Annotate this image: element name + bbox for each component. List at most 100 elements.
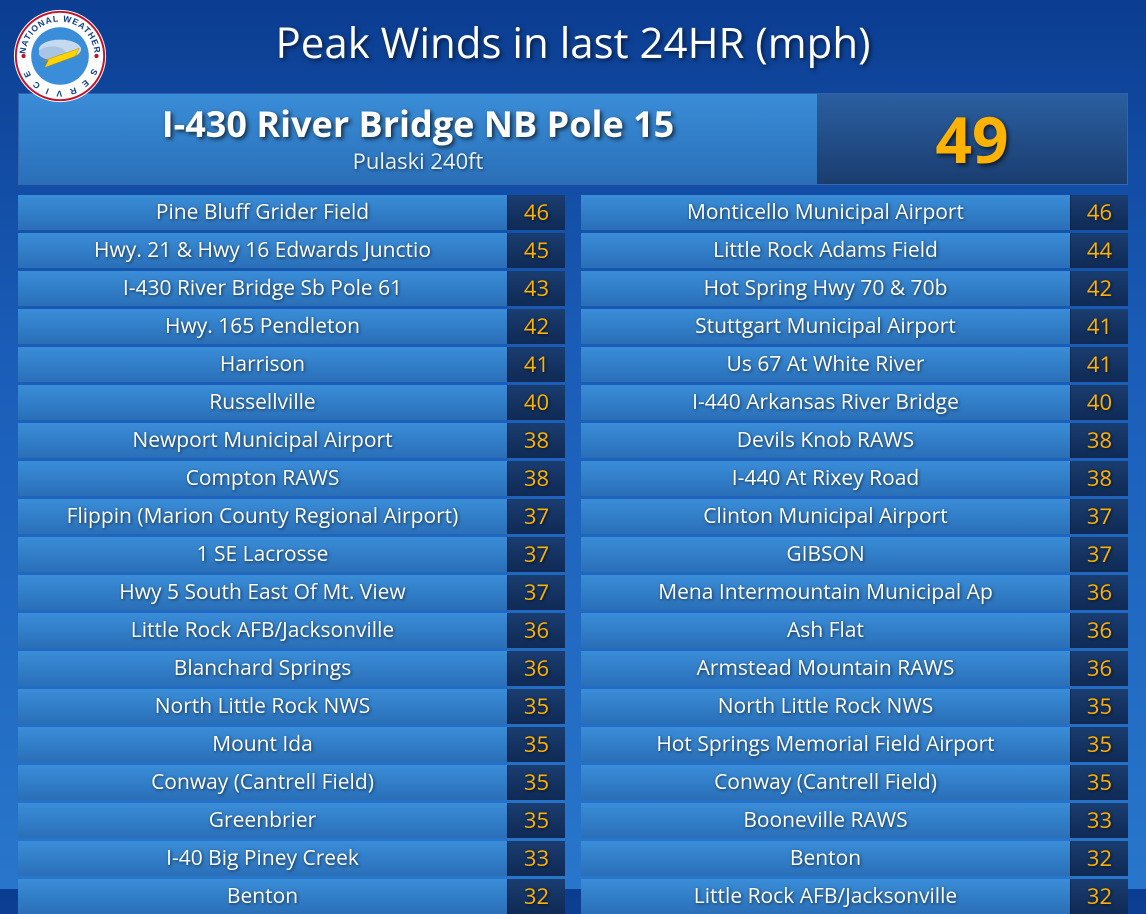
station-name: Mount Ida [18,727,507,762]
table-row: Conway (Cantrell Field)35 [581,765,1128,800]
station-value: 44 [1070,233,1128,268]
station-name: Booneville RAWS [581,803,1070,838]
table-row: Russellville40 [18,385,565,420]
table-row: Benton32 [18,879,565,914]
hero-location: I-430 River Bridge NB Pole 15 Pulaski 24… [19,94,817,184]
table-row: North Little Rock NWS35 [18,689,565,724]
table-row: Clinton Municipal Airport37 [581,499,1128,534]
station-name: Little Rock Adams Field [581,233,1070,268]
table-row: Armstead Mountain RAWS36 [581,651,1128,686]
data-columns: Pine Bluff Grider Field46Hwy. 21 & Hwy 1… [0,195,1146,914]
table-row: Hwy. 21 & Hwy 16 Edwards Junctio45 [18,233,565,268]
station-name: I-430 River Bridge Sb Pole 61 [18,271,507,306]
station-value: 32 [507,879,565,914]
station-name: Hwy. 165 Pendleton [18,309,507,344]
table-row: 1 SE Lacrosse37 [18,537,565,572]
table-row: Mount Ida35 [18,727,565,762]
station-name: Greenbrier [18,803,507,838]
station-value: 41 [1070,347,1128,382]
hero-location-name: I-430 River Bridge NB Pole 15 [31,104,805,144]
table-row: Little Rock Adams Field44 [581,233,1128,268]
table-row: North Little Rock NWS35 [581,689,1128,724]
station-value: 35 [1070,765,1128,800]
table-row: Hot Springs Memorial Field Airport35 [581,727,1128,762]
table-row: Hwy. 165 Pendleton42 [18,309,565,344]
station-value: 37 [507,499,565,534]
station-name: Compton RAWS [18,461,507,496]
station-value: 36 [507,651,565,686]
station-value: 41 [1070,309,1128,344]
table-row: Blanchard Springs36 [18,651,565,686]
station-name: I-40 Big Piney Creek [18,841,507,876]
table-row: Monticello Municipal Airport46 [581,195,1128,230]
station-name: Benton [18,879,507,914]
station-value: 33 [507,841,565,876]
station-name: Russellville [18,385,507,420]
table-row: I-440 At Rixey Road38 [581,461,1128,496]
station-value: 42 [507,309,565,344]
table-row: Conway (Cantrell Field)35 [18,765,565,800]
table-row: Pine Bluff Grider Field46 [18,195,565,230]
table-row: I-40 Big Piney Creek33 [18,841,565,876]
station-value: 38 [1070,423,1128,458]
station-value: 40 [507,385,565,420]
table-row: Compton RAWS38 [18,461,565,496]
station-name: Hwy 5 South East Of Mt. View [18,575,507,610]
hero-row: I-430 River Bridge NB Pole 15 Pulaski 24… [18,93,1128,185]
hero-value-cell: 49 [817,94,1127,184]
station-name: Benton [581,841,1070,876]
station-name: Monticello Municipal Airport [581,195,1070,230]
station-name: GIBSON [581,537,1070,572]
station-value: 42 [1070,271,1128,306]
station-name: Little Rock AFB/Jacksonville [18,613,507,648]
station-value: 32 [1070,879,1128,914]
station-name: Devils Knob RAWS [581,423,1070,458]
station-name: Mena Intermountain Municipal Ap [581,575,1070,610]
station-name: Conway (Cantrell Field) [581,765,1070,800]
table-row: Stuttgart Municipal Airport41 [581,309,1128,344]
station-name: Flippin (Marion County Regional Airport) [18,499,507,534]
station-name: Us 67 At White River [581,347,1070,382]
station-value: 37 [1070,537,1128,572]
table-row: Hot Spring Hwy 70 & 70b42 [581,271,1128,306]
station-value: 43 [507,271,565,306]
station-value: 32 [1070,841,1128,876]
station-value: 41 [507,347,565,382]
table-row: Hwy 5 South East Of Mt. View37 [18,575,565,610]
station-name: Blanchard Springs [18,651,507,686]
table-row: Booneville RAWS33 [581,803,1128,838]
station-value: 38 [507,423,565,458]
station-name: I-440 Arkansas River Bridge [581,385,1070,420]
station-value: 36 [1070,651,1128,686]
table-row: Devils Knob RAWS38 [581,423,1128,458]
station-value: 36 [1070,575,1128,610]
station-name: I-440 At Rixey Road [581,461,1070,496]
station-name: 1 SE Lacrosse [18,537,507,572]
page-title: Peak Winds in last 24HR (mph) [0,0,1146,71]
station-name: Armstead Mountain RAWS [581,651,1070,686]
station-value: 35 [507,765,565,800]
table-row: Greenbrier35 [18,803,565,838]
station-value: 38 [1070,461,1128,496]
table-row: Harrison41 [18,347,565,382]
table-row: I-440 Arkansas River Bridge40 [581,385,1128,420]
station-value: 37 [507,575,565,610]
station-value: 36 [1070,613,1128,648]
table-row: Flippin (Marion County Regional Airport)… [18,499,565,534]
hero-location-subtitle: Pulaski 240ft [31,146,805,176]
hero-value: 49 [935,95,1008,182]
station-value: 46 [507,195,565,230]
station-name: Hot Springs Memorial Field Airport [581,727,1070,762]
station-value: 35 [507,803,565,838]
station-name: Conway (Cantrell Field) [18,765,507,800]
station-name: Hwy. 21 & Hwy 16 Edwards Junctio [18,233,507,268]
station-value: 45 [507,233,565,268]
table-row: GIBSON37 [581,537,1128,572]
station-name: North Little Rock NWS [18,689,507,724]
station-name: Hot Spring Hwy 70 & 70b [581,271,1070,306]
station-value: 37 [507,537,565,572]
station-value: 36 [507,613,565,648]
table-row: Little Rock AFB/Jacksonville36 [18,613,565,648]
station-name: North Little Rock NWS [581,689,1070,724]
table-row: I-430 River Bridge Sb Pole 6143 [18,271,565,306]
